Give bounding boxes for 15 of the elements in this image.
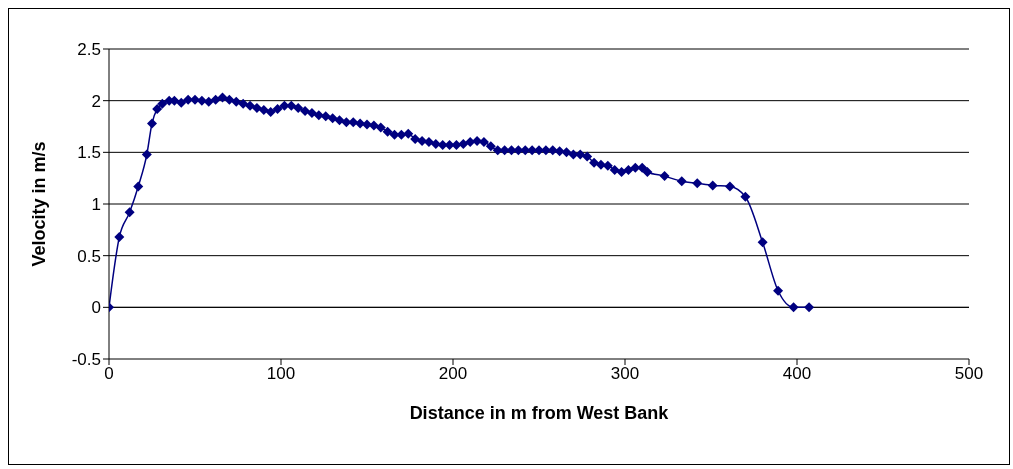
x-tick-label: 0 [104, 364, 114, 384]
y-axis-title: Velocity in m/s [29, 141, 50, 267]
y-tick-label: 2 [91, 91, 101, 111]
x-tick-label: 200 [438, 364, 468, 384]
y-tick-label: 1 [91, 195, 101, 215]
y-tick-label: 0 [91, 298, 101, 318]
x-tick-label: 100 [266, 364, 296, 384]
y-tick-label: -0.5 [71, 350, 101, 370]
y-tick-label: 2.5 [77, 40, 101, 60]
x-tick-label: 300 [610, 364, 640, 384]
y-tick-label: 0.5 [77, 246, 101, 266]
x-tick-label: 400 [782, 364, 812, 384]
y-tick-label: 1.5 [77, 143, 101, 163]
x-tick-label: 500 [954, 364, 984, 384]
x-axis-title: Distance in m from West Bank [409, 403, 670, 423]
